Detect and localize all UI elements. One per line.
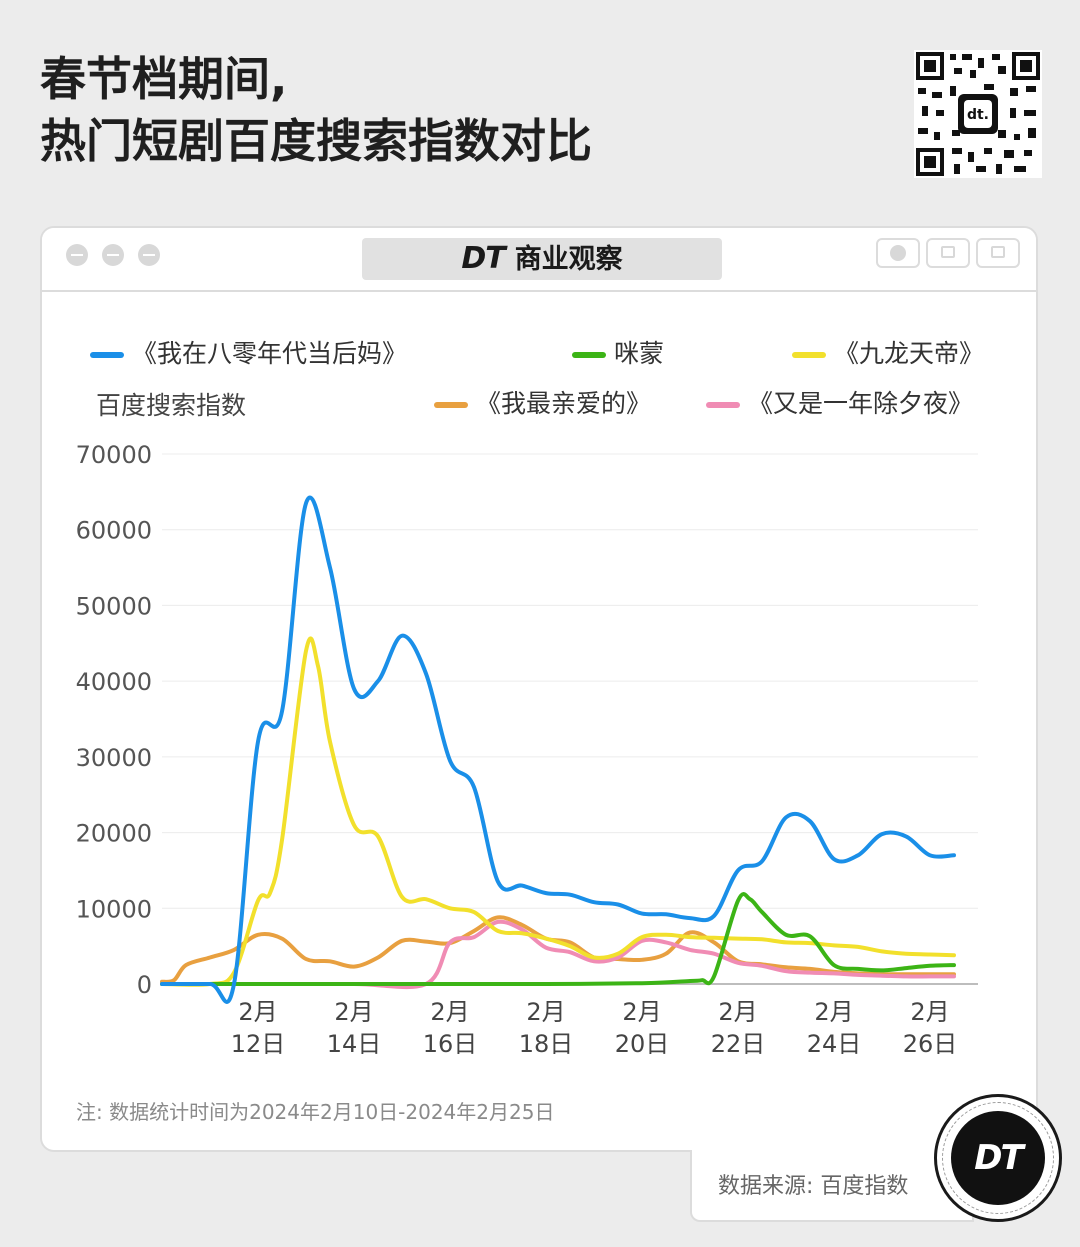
badge-ring [942, 1102, 1054, 1214]
chart-window: DT 商业观察 《我在八零年代当后妈》 咪蒙 《九龙天帝》 《我最亲爱的》 《又是… [40, 226, 1038, 1152]
minimize-icon[interactable] [102, 244, 124, 266]
legend-item: 《又是一年除夕夜》 [706, 386, 973, 422]
x-tick-label: 14日 [327, 1030, 382, 1058]
y-tick-label: 20000 [76, 820, 152, 848]
x-tick-label: 20日 [615, 1030, 670, 1058]
close-icon[interactable] [66, 244, 88, 266]
legend-item: 《我在八零年代当后妈》 [90, 336, 407, 372]
record-icon [890, 245, 906, 261]
dt-logo-badge: DT [934, 1094, 1062, 1222]
data-source: 数据来源: 百度指数 [718, 1174, 909, 1199]
x-tick-label: 2月 [814, 998, 853, 1026]
legend-label: 《又是一年除夕夜》 [748, 389, 974, 418]
footnote: 注: 数据统计时间为2024年2月10日-2024年2月25日 [76, 1100, 555, 1124]
brand-bar: DT 商业观察 [362, 238, 722, 280]
legend-item: 咪蒙 [572, 336, 664, 372]
page-title: 春节档期间, 热门短剧百度搜索指数对比 [40, 48, 592, 172]
x-tick-label: 2月 [718, 998, 757, 1026]
legend-swatch [706, 402, 740, 408]
legend-swatch [792, 352, 826, 358]
x-tick-label: 2月 [238, 998, 277, 1026]
title-line-1: 春节档期间, [40, 52, 288, 106]
x-tick-label: 18日 [519, 1030, 574, 1058]
legend-swatch [572, 352, 606, 358]
y-tick-label: 0 [137, 971, 152, 999]
line-chart: 0 10000 20000 30000 40000 50000 60000 70000 2月 12… [76, 441, 978, 1058]
series-line [160, 892, 956, 987]
y-tick-label: 10000 [76, 895, 152, 923]
badge-logo: DT [951, 1111, 1045, 1205]
y-tick-label: 50000 [76, 592, 152, 620]
x-tick-label: 24日 [807, 1030, 862, 1058]
y-tick-label: 70000 [76, 441, 152, 469]
y-tick-label: 30000 [76, 744, 152, 772]
copy-icon [991, 246, 1005, 258]
record-button[interactable] [876, 238, 920, 268]
qr-code-icon: dt. [914, 50, 1042, 178]
y-tick-label: 60000 [76, 517, 152, 545]
legend-item: 《九龙天帝》 [792, 336, 984, 372]
series-line [160, 495, 956, 1004]
x-tick-label: 2月 [334, 998, 373, 1026]
legend-label: 《我在八零年代当后妈》 [132, 339, 408, 368]
window-titlebar: DT 商业观察 [42, 228, 1036, 292]
series-line [160, 919, 956, 990]
svg-text:dt.: dt. [967, 107, 989, 123]
share-icon [941, 246, 955, 258]
legend-swatch [434, 402, 468, 408]
x-tick-label: 2月 [526, 998, 565, 1026]
legend-swatch [90, 352, 124, 358]
x-tick-label: 26日 [903, 1030, 958, 1058]
legend-label: 《九龙天帝》 [834, 339, 985, 368]
x-tick-label: 2月 [430, 998, 469, 1026]
maximize-icon[interactable] [138, 244, 160, 266]
source-tab [690, 1150, 974, 1222]
x-tick-label: 22日 [711, 1030, 766, 1058]
legend-label: 《我最亲爱的》 [476, 389, 652, 418]
copy-button[interactable] [976, 238, 1020, 268]
y-tick-label: 40000 [76, 668, 152, 696]
series-line [160, 636, 956, 987]
x-tick-label: 12日 [231, 1030, 286, 1058]
brand-logo: DT [461, 241, 505, 276]
legend-label: 咪蒙 [614, 339, 665, 368]
share-button[interactable] [926, 238, 970, 268]
title-line-2: 热门短剧百度搜索指数对比 [40, 114, 592, 168]
x-tick-label: 2月 [910, 998, 949, 1026]
x-tick-label: 16日 [423, 1030, 478, 1058]
legend-item: 《我最亲爱的》 [434, 386, 651, 422]
y-axis-label: 百度搜索指数 [96, 391, 247, 420]
x-tick-label: 2月 [622, 998, 661, 1026]
brand-text: 商业观察 [514, 244, 623, 275]
